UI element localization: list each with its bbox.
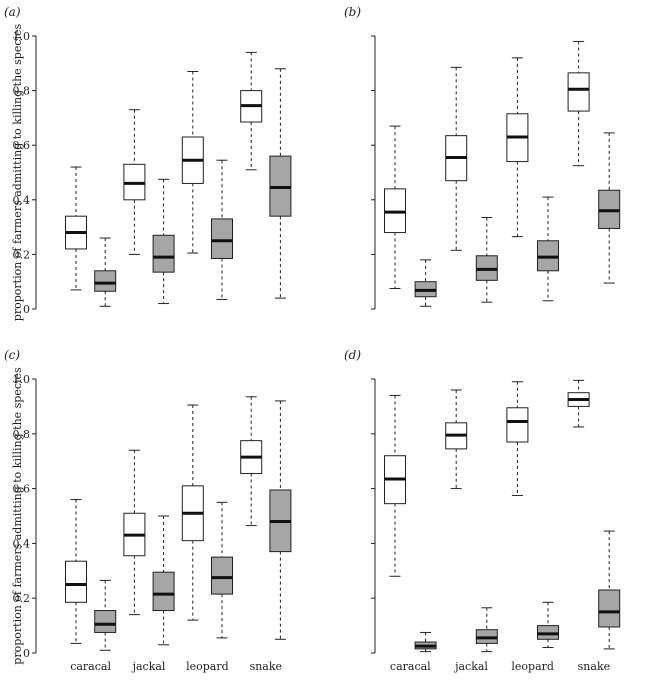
panel-2: (b) <box>344 5 621 310</box>
y-tick-label: 0.2 <box>13 248 31 261</box>
box-snake-light <box>567 40 590 167</box>
box-jackal-dark <box>475 607 498 653</box>
x-category-label: leopard <box>511 660 554 673</box>
box-leopard-light <box>181 70 204 254</box>
panel-label: (b) <box>344 5 361 19</box>
box-jackal-light <box>123 109 146 255</box>
y-tick-label: 0.6 <box>13 139 31 152</box>
iqr-box <box>598 589 621 628</box>
y-tick-label: 1.0 <box>13 30 31 43</box>
box-leopard-light <box>506 381 529 496</box>
box-snake-dark <box>598 132 621 284</box>
iqr-box <box>567 72 590 112</box>
y-tick-label: 0.8 <box>13 85 31 98</box>
box-snake-light <box>240 51 263 171</box>
iqr-box <box>152 571 175 612</box>
panel-label: (d) <box>344 348 361 362</box>
y-tick-label: 0.4 <box>13 537 31 550</box>
box-snake-dark <box>269 68 292 299</box>
y-tick-label: 0.8 <box>13 428 31 441</box>
iqr-box <box>506 407 529 443</box>
panel-1: 0 0.2 0.4 0.6 0.8 1.0 (a) proportion of farmers… <box>4 5 292 321</box>
y-tick-label: 0 <box>23 303 30 316</box>
x-category-label: caracal <box>70 660 111 673</box>
box-caracal-dark <box>94 237 117 307</box>
iqr-box <box>65 560 87 603</box>
box-caracal-light <box>384 125 406 290</box>
box-leopard-dark <box>537 196 559 302</box>
box-jackal-light <box>445 389 468 490</box>
y-tick-label: 0.6 <box>13 483 31 496</box>
iqr-box <box>94 610 117 633</box>
iqr-box <box>211 556 233 595</box>
box-caracal-dark <box>94 579 117 651</box>
panel-label: (c) <box>4 348 20 362</box>
box-leopard-dark <box>211 159 233 300</box>
box-snake-dark <box>269 400 292 640</box>
box-caracal-light <box>65 166 87 291</box>
y-axis-title: proportion of farmers admitting to killi… <box>11 367 24 665</box>
x-category-label: leopard <box>186 660 229 673</box>
y-tick-label: 0 <box>23 647 30 660</box>
panel-3: 0 0.2 0.4 0.6 0.8 1.0 (c) proportion of farmers… <box>4 348 292 673</box>
y-tick-label: 0.4 <box>13 194 31 207</box>
box-leopard-dark <box>211 501 233 639</box>
iqr-box <box>94 270 117 292</box>
box-jackal-dark <box>475 217 498 303</box>
box-jackal-dark <box>152 515 175 646</box>
y-tick-label: 1.0 <box>13 373 31 386</box>
panel-4: (d) caracal jackal leopard snake <box>344 348 621 673</box>
box-leopard-light <box>181 404 204 621</box>
y-axis-title: proportion of farmers admitting to killi… <box>11 23 24 321</box>
box-caracal-light <box>384 394 406 577</box>
box-jackal-dark <box>152 178 175 305</box>
iqr-box <box>152 234 175 273</box>
box-caracal-light <box>65 499 87 644</box>
x-category-label: jackal <box>453 660 488 673</box>
box-leopard-light <box>506 57 529 238</box>
box-caracal-dark <box>414 259 437 307</box>
x-category-label: snake <box>250 660 282 673</box>
panel-label: (a) <box>4 5 21 19</box>
box-leopard-dark <box>537 601 559 649</box>
y-tick-label: 0.2 <box>13 592 31 605</box>
x-category-label: caracal <box>390 660 431 673</box>
box-snake-light <box>567 379 590 428</box>
box-caracal-dark <box>414 631 437 653</box>
box-snake-light <box>240 396 263 527</box>
x-category-label: jackal <box>131 660 166 673</box>
box-jackal-light <box>445 66 468 251</box>
iqr-box <box>211 218 233 259</box>
box-snake-dark <box>598 530 621 650</box>
box-jackal-light <box>123 449 146 616</box>
x-category-label: snake <box>578 660 610 673</box>
